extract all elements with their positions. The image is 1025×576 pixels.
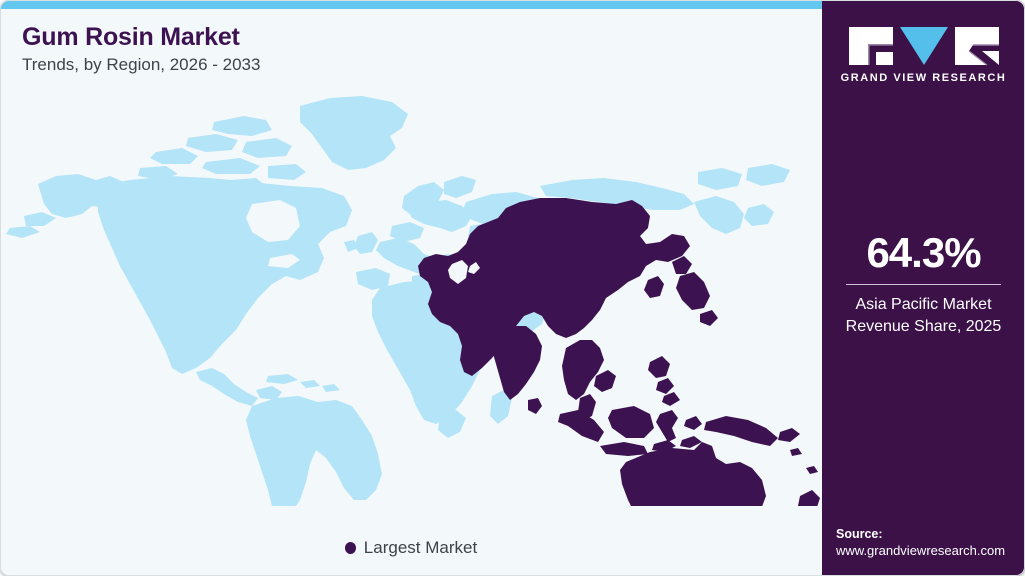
stat-label-line1: Asia Pacific Market xyxy=(855,296,992,313)
header-block: Gum Rosin Market Trends, by Region, 2026… xyxy=(22,24,260,75)
legend-label: Largest Market xyxy=(363,538,478,557)
page-subtitle: Trends, by Region, 2026 - 2033 xyxy=(22,55,261,75)
source-block: Source: www.grandviewresearch.com xyxy=(836,527,1017,558)
map-panel: Gum Rosin Market Trends, by Region, 2026… xyxy=(0,23,822,562)
map-legend: Largest Market xyxy=(0,534,822,562)
stat-label-line2: Revenue Share, 2025 xyxy=(845,317,1002,335)
gvr-logo-icon xyxy=(848,27,999,66)
world-map xyxy=(0,76,822,506)
brand-name: GRAND VIEW RESEARCH xyxy=(840,72,1007,84)
page-title: Gum Rosin Market xyxy=(22,23,240,51)
logo-triangle-icon xyxy=(899,27,948,65)
stat-block: 64.3% Asia Pacific Market Revenue Share,… xyxy=(822,232,1025,337)
stat-value: 64.3% xyxy=(866,229,981,276)
accent-top-bar xyxy=(0,0,822,9)
source-url[interactable]: www.grandviewresearch.com xyxy=(836,543,1006,558)
highlight-asia-pacific xyxy=(418,198,820,506)
stat-divider xyxy=(846,284,1001,285)
largest-market-marker-icon xyxy=(344,542,356,554)
source-title: Source: xyxy=(836,527,883,541)
brand-logo: GRAND VIEW RESEARCH xyxy=(822,27,1025,84)
side-panel: GRAND VIEW RESEARCH 64.3% Asia Pacific M… xyxy=(822,0,1025,576)
